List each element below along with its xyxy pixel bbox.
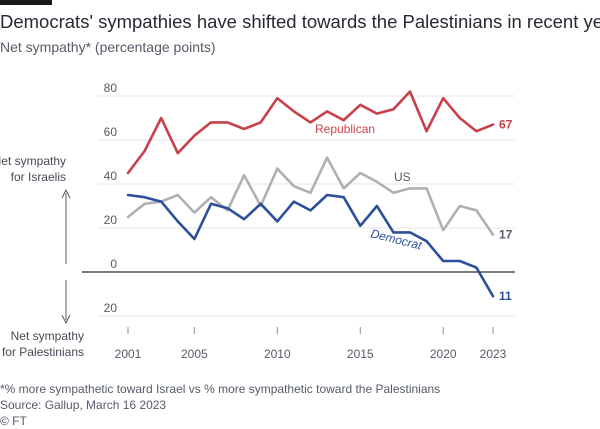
x-tick-label: 2001 (115, 347, 142, 361)
up-arrow-head (61, 188, 71, 199)
y-tick-label: 0 (110, 257, 117, 271)
chart-labels: 80 60 40 20 0 20 2001 2005 2010 2015 2020 2023 Repub… (0, 81, 513, 361)
y-tick-label: 40 (104, 169, 118, 183)
side-label-palestinians-1: Net sympathy (11, 329, 84, 343)
side-label-palestinians-2: for Palestinians (2, 345, 84, 359)
republican-label: Republican (315, 122, 375, 136)
end-label-republican: 67 (499, 118, 513, 132)
y-tick-label: 20 (104, 301, 118, 315)
end-label-democrat: 11 (499, 289, 512, 303)
ft-top-bar (0, 0, 52, 5)
y-tick-label: 80 (104, 81, 118, 95)
x-tick-label: 2010 (264, 347, 291, 361)
footnote: *% more sympathetic toward Israel vs % m… (0, 382, 441, 396)
series-line-republican (126, 90, 495, 175)
grid-lines (61, 95, 515, 334)
series-line-democrat (126, 193, 495, 298)
x-tick-label: 2005 (181, 347, 208, 361)
side-label-israelis-2: for Israelis (11, 170, 66, 184)
ft-credit: © FT (0, 414, 27, 428)
chart-subtitle: Net sympathy* (percentage points) (0, 39, 216, 55)
end-label-us: 17 (499, 228, 513, 242)
democrat-label: Democrat (369, 226, 424, 252)
source-note: Source: Gallup, March 16 2023 (0, 398, 167, 412)
line-chart: 80 60 40 20 0 20 2001 2005 2010 2015 2020 2023 Repub… (0, 81, 515, 361)
down-arrow-head (61, 314, 71, 325)
x-tick-label: 2015 (347, 347, 374, 361)
x-tick-label: 2023 (480, 347, 507, 361)
chart-title: Democrats' sympathies have shifted towar… (0, 11, 600, 32)
y-tick-label: 20 (104, 213, 118, 227)
us-label: US (394, 170, 411, 184)
y-tick-label: 60 (104, 125, 118, 139)
side-label-israelis-1: Net sympathy (0, 154, 66, 168)
series-line-us (126, 156, 495, 236)
x-tick-label: 2020 (430, 347, 457, 361)
series-lines (126, 90, 495, 298)
